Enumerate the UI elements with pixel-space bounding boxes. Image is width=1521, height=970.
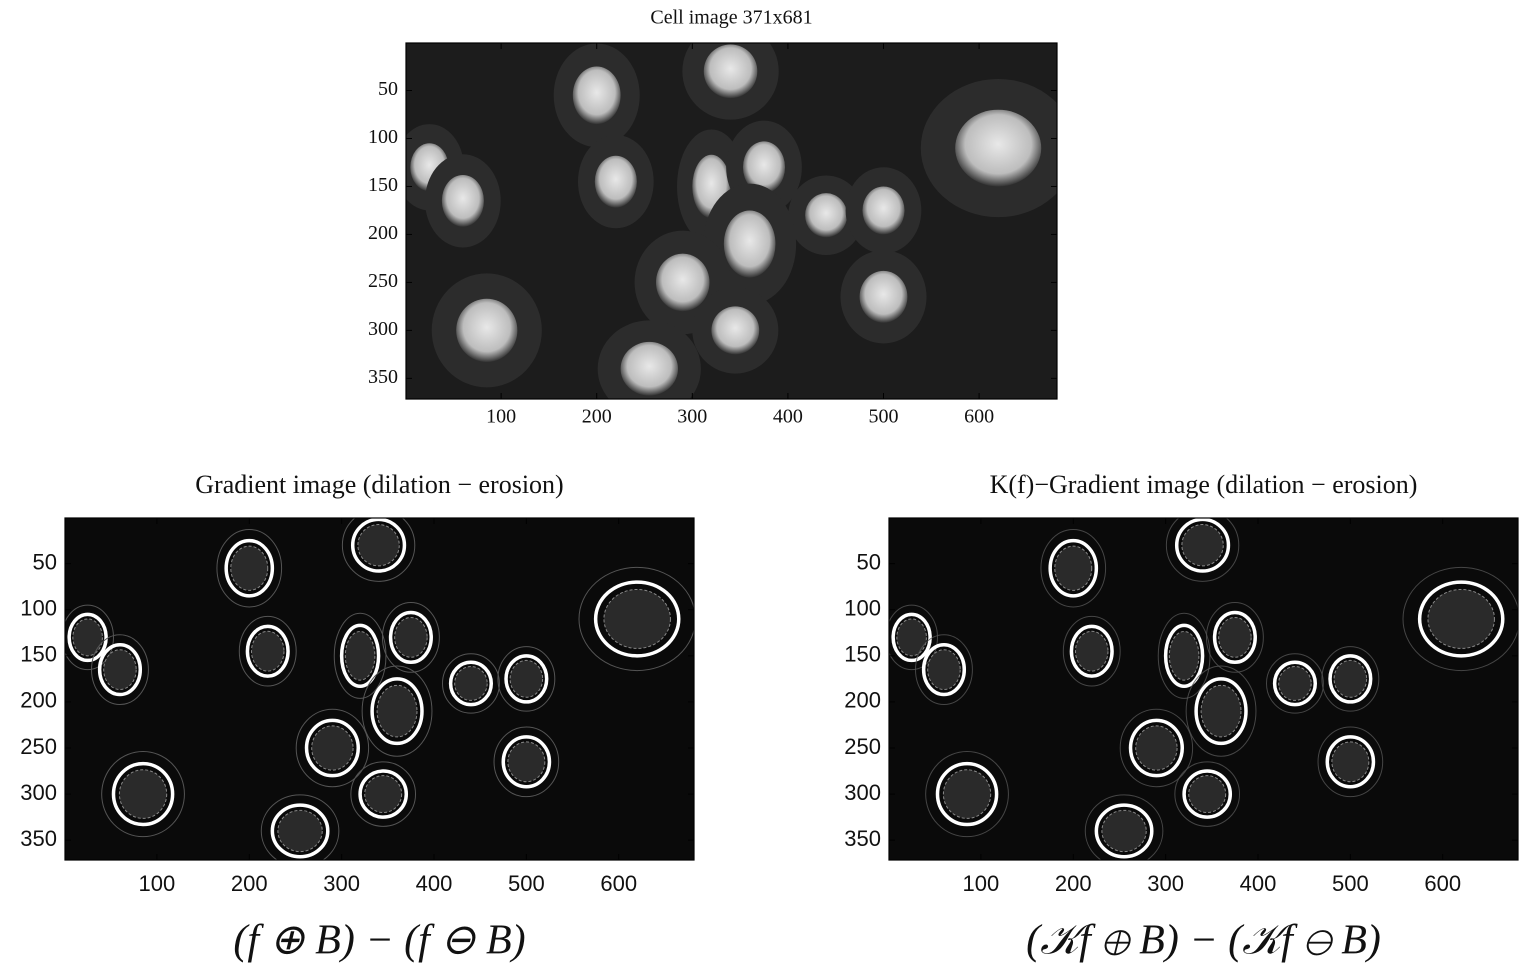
nucleus-texture — [1189, 776, 1226, 813]
nucleus-texture — [1136, 726, 1177, 770]
nucleus-texture — [395, 617, 428, 657]
nucleus-texture — [312, 726, 353, 770]
nucleus-texture — [358, 525, 399, 566]
nucleus-texture — [508, 742, 545, 782]
nucleus-texture — [73, 619, 103, 656]
y-tick-label: 50 — [378, 78, 398, 100]
x-tick-label: 100 — [963, 871, 1000, 896]
nucleus — [711, 306, 759, 354]
formula: (f ⊕ B) − (f ⊖ B) — [233, 918, 525, 964]
y-tick-label: 100 — [20, 596, 57, 621]
x-tick-label: 200 — [231, 871, 268, 896]
y-tick-label: 350 — [20, 826, 57, 851]
nucleus — [442, 175, 484, 227]
y-tick-label: 250 — [368, 270, 398, 292]
x-tick-label: 500 — [508, 871, 545, 896]
y-tick-label: 350 — [368, 366, 398, 388]
x-tick-label: 500 — [868, 406, 898, 428]
y-tick-label: 150 — [20, 642, 57, 667]
x-tick-label: 400 — [1240, 871, 1277, 896]
nucleus-texture — [377, 685, 417, 737]
nucleus — [704, 44, 758, 98]
nucleus-texture — [1428, 589, 1495, 648]
nucleus-texture — [1169, 631, 1199, 680]
nucleus-texture — [943, 770, 990, 819]
nucleus-texture — [1332, 742, 1369, 782]
y-tick-label: 200 — [20, 688, 57, 713]
image — [395, 23, 1076, 417]
nucleus-texture — [119, 770, 166, 819]
nucleus-texture — [104, 650, 137, 690]
y-tick-label: 50 — [857, 549, 881, 574]
x-tick-label: 300 — [1147, 871, 1184, 896]
panel-title: Cell image 371x681 — [650, 7, 812, 29]
nucleus-texture — [365, 776, 402, 813]
x-tick-label: 300 — [677, 406, 707, 428]
nucleus-texture — [1075, 631, 1108, 671]
y-tick-label: 250 — [20, 734, 57, 759]
nucleus-texture — [1102, 810, 1146, 851]
nucleus-texture — [1055, 546, 1092, 590]
nucleus — [862, 186, 904, 234]
nucleus-texture — [278, 810, 322, 851]
nucleus-texture — [510, 660, 543, 697]
y-tick-label: 150 — [844, 642, 881, 667]
y-tick-label: 300 — [844, 780, 881, 805]
y-tick-label: 200 — [844, 688, 881, 713]
nucleus-texture — [455, 667, 488, 701]
nucleus-texture — [1182, 525, 1223, 566]
y-tick-label: 350 — [844, 826, 881, 851]
image — [886, 509, 1520, 867]
y-tick-label: 100 — [844, 596, 881, 621]
nucleus — [860, 271, 908, 323]
y-tick-label: 250 — [844, 734, 881, 759]
panel-title: Gradient image (dilation − erosion) — [195, 470, 563, 499]
y-tick-label: 100 — [368, 126, 398, 148]
nucleus — [621, 342, 678, 396]
y-tick-label: 50 — [33, 549, 57, 574]
x-tick-label: 200 — [582, 406, 612, 428]
nucleus — [724, 210, 776, 277]
y-tick-label: 300 — [20, 780, 57, 805]
nucleus — [573, 67, 621, 125]
nucleus-texture — [897, 619, 927, 656]
y-tick-label: 200 — [368, 222, 398, 244]
x-tick-label: 600 — [964, 406, 994, 428]
x-tick-label: 100 — [486, 406, 516, 428]
nucleus-texture — [1201, 685, 1241, 737]
figure: Cell image 371x681 100 200 300 400 500 600 50 10… — [0, 0, 1521, 970]
x-tick-label: 600 — [1424, 871, 1461, 896]
panel-title: K(f)−Gradient image (dilation − erosion) — [990, 470, 1418, 499]
x-tick-label: 400 — [416, 871, 453, 896]
nucleus — [805, 193, 847, 237]
y-tick-label: 300 — [368, 318, 398, 340]
nucleus-texture — [345, 631, 375, 680]
x-tick-label: 500 — [1332, 871, 1369, 896]
image — [62, 509, 696, 867]
nucleus — [595, 156, 637, 208]
x-tick-label: 100 — [139, 871, 176, 896]
y-tick-label: 150 — [368, 174, 398, 196]
nucleus-texture — [1219, 617, 1252, 657]
nucleus-texture — [231, 546, 268, 590]
x-tick-label: 400 — [773, 406, 803, 428]
nucleus — [456, 299, 517, 362]
nucleus-texture — [251, 631, 284, 671]
nucleus-texture — [1334, 660, 1367, 697]
nucleus — [656, 254, 710, 312]
x-tick-label: 300 — [323, 871, 360, 896]
nucleus-texture — [928, 650, 961, 690]
nucleus-texture — [1279, 667, 1312, 701]
nucleus — [955, 110, 1041, 187]
formula: (𝒦f ⊕ B) − (𝒦f ⊖ B) — [1026, 918, 1381, 964]
x-tick-label: 200 — [1055, 871, 1092, 896]
nucleus-texture — [604, 589, 671, 648]
x-tick-label: 600 — [600, 871, 637, 896]
